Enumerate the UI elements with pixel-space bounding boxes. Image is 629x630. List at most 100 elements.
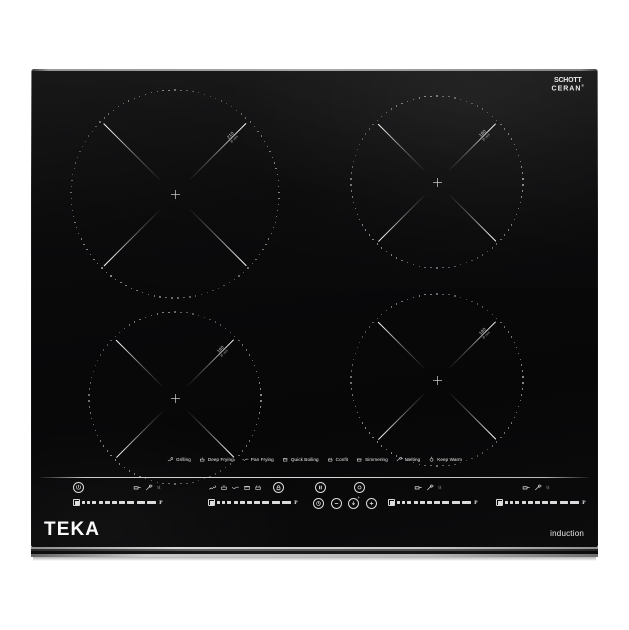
whisk-icon-fr [534, 483, 543, 492]
stop-go-button[interactable] [354, 482, 365, 493]
center-timer-cluster: + [313, 481, 377, 509]
cooking-function-label: Simmering [365, 457, 388, 462]
cooking-function-melting: Melting [396, 456, 420, 463]
cooking-function-pan-frying: Pan Frying [242, 456, 274, 463]
power-on-off-button[interactable] [73, 482, 84, 493]
key-lock-button[interactable] [273, 482, 284, 493]
zone-dotted-ring [88, 311, 262, 485]
boost-label-rr[interactable]: P [474, 499, 478, 506]
front-left-zone: 180 Ø mm [88, 311, 262, 485]
pause-button[interactable] [315, 482, 326, 493]
zone-control-front-left: P [208, 481, 298, 506]
zone-center-crosshair [170, 393, 180, 403]
slider-rear-right[interactable]: P [388, 499, 478, 506]
trim-highlight-1 [31, 547, 598, 549]
trim-highlight-2 [31, 554, 598, 557]
steam-icon-rr [437, 483, 443, 492]
glass-left-bevel [31, 69, 32, 547]
rear-left-zone: 210 Ø mm [70, 89, 280, 299]
zone-control-rear-left: P [73, 481, 163, 506]
trim-shade-2 [31, 551, 598, 554]
cooking-function-label: Quick Boiling [290, 457, 319, 462]
clock-icon[interactable] [313, 498, 324, 509]
center-cluster-top-row [313, 481, 377, 494]
deep-frying-mini-icon [220, 483, 229, 492]
zone-dotted-ring [70, 89, 280, 299]
slider-start-marker-rr[interactable] [388, 499, 395, 506]
cooking-function-grilling: Grilling [167, 456, 191, 463]
control-panel: Grilling Deep Frying Pan Frying Quick Boili… [31, 451, 598, 547]
timer-plus-badge: + [357, 495, 360, 500]
slider-track-fl[interactable] [217, 501, 291, 504]
timer-plus-button[interactable] [365, 498, 377, 509]
slider-front-right[interactable]: P [496, 499, 586, 506]
zone-center-crosshair [170, 189, 180, 199]
rear-right-zone: 180 Ø mm [350, 95, 524, 269]
deep-frying-icon [199, 456, 206, 463]
cooking-function-label: Pan Frying [250, 457, 274, 462]
schott-logo-line1: SCHOTT [553, 77, 582, 84]
timer-button[interactable]: + [348, 495, 360, 509]
pan-frying-mini-icon [231, 483, 240, 492]
cooking-functions-legend: Grilling Deep Frying Pan Frying Quick Boili… [31, 456, 598, 463]
cooking-function-simmering: Simmering [356, 456, 388, 463]
slider-start-marker-fr[interactable] [496, 499, 503, 506]
quick-boiling-icon [282, 456, 289, 463]
glass-right-bevel [597, 69, 598, 547]
teka-brand-logo: TEKA [44, 519, 101, 540]
cooking-function-label: Grilling [175, 457, 191, 462]
front-right-icon-row [496, 481, 586, 494]
slider-track-rr[interactable] [397, 501, 471, 504]
cooking-function-deep-frying: Deep Frying [199, 456, 234, 463]
cooking-function-label: Confit [335, 457, 349, 462]
registered-mark: ® [581, 84, 584, 88]
glass-top-bevel [31, 69, 598, 71]
schott-logo-line2: CERAN® [551, 84, 584, 93]
induction-type-label: induction [550, 529, 584, 538]
keep-warm-icon [428, 456, 435, 463]
schott-ceran-logo: SCHOTT CERAN® [552, 77, 584, 92]
pan-frying-icon [242, 456, 249, 463]
slider-rear-left[interactable]: P [73, 499, 163, 506]
slider-front-left[interactable]: P [208, 499, 298, 506]
induction-hob-glass-surface: SCHOTT CERAN® 210 Ø mm 180 Ø mm 180 Ø mm 180 Ø … [31, 69, 598, 547]
panel-divider-line [40, 477, 589, 478]
boost-label-fr[interactable]: P [582, 499, 586, 506]
pan-icon-rl-1 [133, 483, 142, 492]
simmering-icon [356, 456, 363, 463]
confit-mini-icon [254, 483, 263, 492]
center-cluster-bottom-row: + [313, 495, 377, 509]
slider-track-fr[interactable] [505, 501, 579, 504]
cooking-function-confit: Confit [327, 456, 348, 463]
slider-start-marker-fl[interactable] [208, 499, 215, 506]
cooking-function-label: Keep Warm [437, 457, 463, 462]
zone-dotted-ring [350, 95, 524, 269]
timer-minus-button[interactable] [330, 498, 342, 509]
rear-right-icon-row [388, 481, 478, 494]
slider-track-rl[interactable] [82, 501, 156, 504]
boost-label-rl[interactable]: P [159, 499, 163, 506]
hob-bottom-trim [31, 547, 598, 558]
pan-icon-fr-1 [522, 483, 531, 492]
front-right-zone: 180 Ø mm [350, 293, 524, 467]
whisk-icon-rl [145, 483, 154, 492]
cooking-function-label: Melting [404, 457, 421, 462]
grill-mini-icon [208, 483, 217, 492]
cooking-function-keep-warm: Keep Warm [428, 456, 462, 463]
grill-icon [167, 456, 174, 463]
steam-icon-rl [156, 483, 162, 492]
touch-controls-row: P [31, 481, 598, 531]
pan-icon-rr-1 [414, 483, 423, 492]
zone-center-crosshair [432, 177, 442, 187]
zone-control-front-right: P [496, 481, 586, 506]
zone-center-crosshair [432, 375, 442, 385]
slider-start-marker-rl[interactable] [73, 499, 80, 506]
hob-drop-shadow [33, 557, 596, 561]
confit-icon [327, 456, 334, 463]
trim-shade-1 [31, 549, 598, 551]
steam-icon-fr [545, 483, 551, 492]
front-left-icon-row [208, 481, 298, 494]
cooking-function-label: Deep Frying [207, 457, 234, 462]
whisk-icon-rr [426, 483, 435, 492]
boost-label-fl[interactable]: P [294, 499, 298, 506]
